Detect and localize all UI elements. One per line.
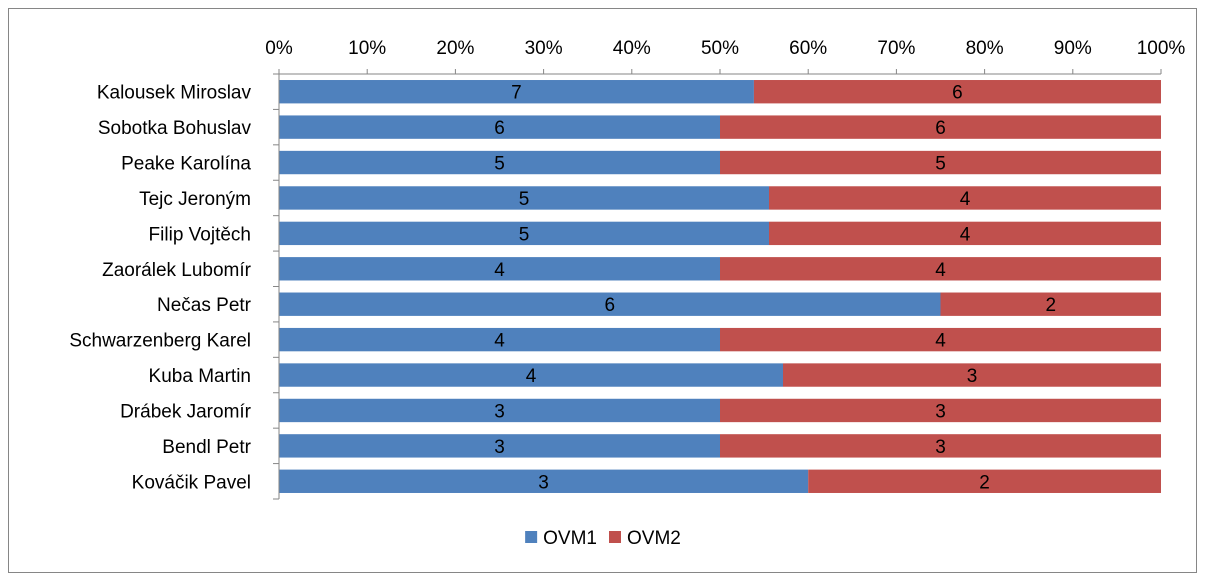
bar-segment-ovm2: [720, 327, 1161, 352]
x-tick-label: 20%: [436, 38, 474, 59]
category-label: Filip Vojtěch: [149, 224, 251, 245]
data-label: 4: [935, 260, 946, 281]
bar-segment-ovm1: [279, 398, 720, 423]
bar-segment-ovm1: [279, 469, 809, 493]
x-tick-label: 60%: [789, 38, 827, 59]
bar-segment-ovm2: [940, 292, 1161, 316]
x-tick-label: 40%: [613, 38, 651, 59]
category-label: Kováčik Pavel: [132, 472, 251, 493]
x-axis: 0% 10% 20% 30% 40% 50% 60% 70% 80% 90% 100%: [265, 38, 1186, 75]
data-label: 4: [494, 331, 505, 352]
data-label: 4: [935, 331, 946, 352]
legend-item-ovm1: OVM1: [525, 528, 597, 549]
bar-segment-ovm1: [279, 257, 720, 281]
bar-segment-ovm2: [783, 363, 1161, 387]
data-label: 6: [604, 295, 615, 316]
legend-label: OVM1: [543, 528, 597, 549]
legend-item-ovm2: OVM2: [609, 528, 681, 549]
bar-segment-ovm2: [720, 434, 1161, 458]
data-label: 7: [511, 83, 522, 104]
data-label: 4: [960, 224, 971, 245]
x-tick-label: 70%: [877, 38, 915, 59]
data-label: 5: [519, 224, 530, 245]
plot-area: 7 66 65 55 45 44 46 24 44 33 33 33 2: [279, 80, 1161, 493]
data-label: 3: [538, 472, 549, 493]
bar-segment-ovm1: [279, 80, 754, 104]
data-label: 3: [494, 401, 505, 422]
category-label: Kalousek Miroslav: [97, 83, 252, 104]
bar-segment-ovm2: [769, 221, 1161, 246]
data-label: 6: [935, 118, 946, 139]
bar-segment-ovm1: [279, 150, 720, 175]
data-label: 3: [494, 437, 505, 458]
data-label: 3: [935, 437, 946, 458]
x-tick-label: 80%: [966, 38, 1004, 59]
bar-segment-ovm2: [769, 186, 1161, 210]
bar-segment-ovm1: [279, 363, 783, 387]
legend: OVM1 OVM2: [525, 528, 681, 549]
legend-swatch: [609, 531, 621, 543]
data-label: 4: [494, 260, 505, 281]
bar-segment-ovm1: [279, 221, 769, 246]
bar-segment-ovm2: [720, 257, 1161, 281]
x-tick-label: 0%: [265, 38, 293, 59]
data-label: 5: [935, 154, 946, 175]
bar-segment-ovm1: [279, 292, 941, 316]
data-label: 4: [960, 189, 971, 210]
bar-segment-ovm2: [808, 469, 1161, 493]
category-label: Bendl Petr: [162, 437, 251, 458]
category-label: Nečas Petr: [157, 295, 252, 316]
category-label: Sobotka Bohuslav: [98, 118, 252, 139]
bar-segment-ovm1: [279, 186, 769, 210]
bar-segment-ovm1: [279, 115, 720, 139]
data-label: 3: [967, 366, 978, 387]
data-label: 5: [494, 154, 505, 175]
bar-segment-ovm1: [279, 327, 720, 352]
bar-segment-ovm2: [720, 115, 1161, 139]
x-tick-label: 50%: [701, 38, 739, 59]
category-label: Kuba Martin: [149, 366, 251, 387]
data-label: 2: [1045, 295, 1056, 316]
bar-segment-ovm2: [720, 398, 1161, 423]
bar-segment-ovm2: [720, 150, 1161, 175]
category-label: Schwarzenberg Karel: [69, 331, 251, 352]
data-label: 5: [519, 189, 530, 210]
data-label: 4: [526, 366, 537, 387]
data-label: 2: [979, 472, 990, 493]
legend-swatch: [525, 531, 538, 543]
data-label: 6: [952, 83, 963, 104]
bar-segment-ovm1: [279, 434, 720, 458]
category-label: Zaorálek Lubomír: [102, 260, 252, 281]
bar-segment-ovm2: [753, 80, 1161, 104]
x-tick-label: 30%: [525, 38, 563, 59]
x-tick-label: 90%: [1054, 38, 1092, 59]
category-label: Peake Karolína: [121, 154, 251, 175]
legend-label: OVM2: [627, 528, 681, 549]
x-tick-label: 10%: [348, 38, 386, 59]
category-label: Drábek Jaromír: [120, 401, 252, 422]
category-label: Tejc Jeroným: [139, 189, 251, 210]
y-axis: Kalousek Miroslav Sobotka Bohuslav Peake K…: [69, 73, 280, 500]
data-label: 6: [494, 118, 505, 139]
x-tick-label: 100%: [1137, 38, 1186, 59]
data-label: 3: [935, 401, 946, 422]
